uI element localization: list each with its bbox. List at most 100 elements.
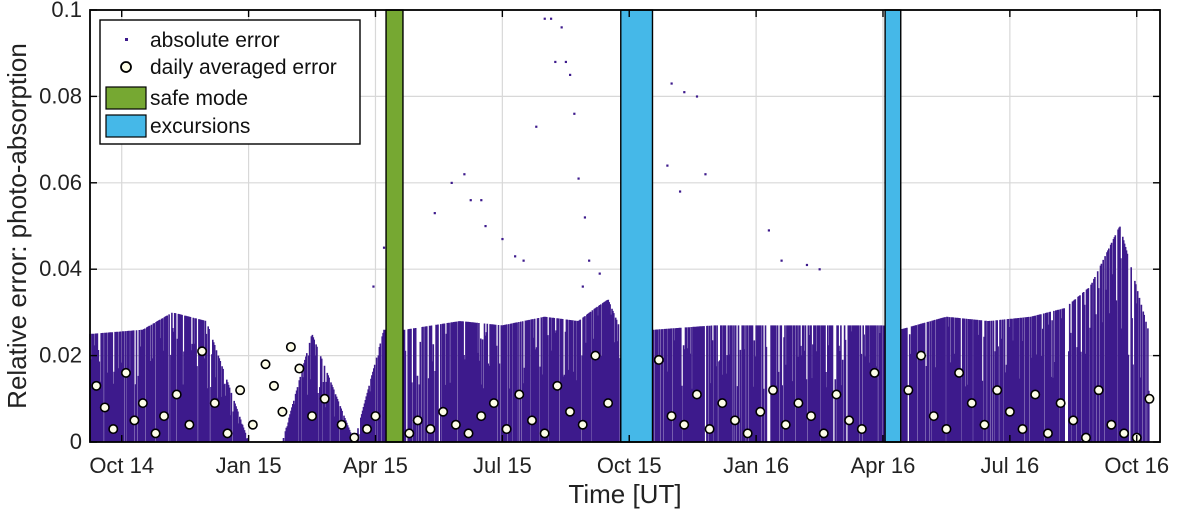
daily-averaged-error-point — [235, 385, 246, 396]
y-tick-label: 0.1 — [51, 0, 82, 22]
legend-label-safe-mode: safe mode — [150, 87, 248, 110]
absolute-error-outlier — [535, 125, 538, 128]
excursions-region-1 — [620, 9, 654, 443]
absolute-error-outlier — [577, 177, 580, 180]
daily-averaged-error-point — [247, 419, 258, 430]
daily-averaged-error-point — [91, 380, 102, 391]
daily-averaged-error-point — [780, 419, 791, 430]
absolute-error-outlier — [372, 285, 375, 288]
daily-averaged-error-point — [150, 428, 161, 439]
daily-averaged-error-point — [552, 380, 563, 391]
axis-ticks: Oct 14 Jan 15 Apr 15 Jul 15 Oct 15 Jan 16 Apr … — [39, 0, 1169, 478]
daily-averaged-error-point — [108, 424, 119, 435]
daily-averaged-error-point — [954, 367, 965, 378]
absolute-error-outlier — [549, 17, 553, 20]
absolute-error-outlier — [670, 82, 673, 85]
daily-averaged-error-point — [349, 432, 360, 443]
daily-averaged-error-point — [319, 393, 330, 404]
absolute-error-outlier — [598, 272, 601, 275]
y-tick-label: 0.08 — [39, 83, 82, 108]
daily-averaged-error-point — [184, 419, 195, 430]
x-tick-label: Apr 15 — [343, 453, 408, 478]
daily-averaged-error-point — [476, 411, 487, 422]
daily-averaged-error-point — [603, 398, 614, 409]
daily-averaged-error-point — [307, 411, 318, 422]
legend-marker-absolute-error — [125, 38, 128, 41]
x-tick-label: Oct 16 — [1104, 453, 1169, 478]
y-tick-label: 0.02 — [39, 343, 82, 368]
daily-averaged-error-point — [425, 424, 436, 435]
safe-mode-region — [385, 9, 404, 443]
daily-averaged-error-point — [768, 385, 779, 396]
absolute-error-outliers — [372, 17, 821, 288]
absolute-error-outlier — [588, 259, 591, 262]
daily-averaged-error-point — [717, 398, 728, 409]
daily-averaged-error-point — [729, 415, 740, 426]
absolute-error-outlier — [450, 181, 453, 184]
daily-averaged-error-point — [260, 359, 271, 370]
x-tick-label: Oct 15 — [597, 453, 662, 478]
legend-label-absolute-error: absolute error — [150, 29, 280, 52]
x-axis-title: Time [UT] — [568, 479, 681, 509]
y-tick-label: 0.06 — [39, 170, 82, 195]
legend-patch-excursions — [105, 114, 147, 138]
daily-averaged-error-point — [666, 411, 677, 422]
daily-averaged-error-point — [197, 346, 208, 357]
daily-averaged-error-point — [793, 398, 804, 409]
daily-averaged-error-point — [1004, 406, 1015, 417]
daily-averaged-error-point — [577, 419, 588, 430]
absolute-error-outlier — [484, 225, 487, 228]
daily-averaged-error-point — [1068, 415, 1079, 426]
daily-averaged-error-point — [979, 419, 990, 430]
daily-averaged-error-point — [928, 411, 939, 422]
daily-averaged-error-point — [285, 341, 296, 352]
daily-averaged-error-point — [514, 389, 525, 400]
daily-averaged-error-point — [1144, 393, 1155, 404]
x-tick-label: Jan 16 — [723, 453, 789, 478]
daily-averaged-error-point — [412, 415, 423, 426]
daily-averaged-error-point — [691, 389, 702, 400]
y-tick-label: 0.04 — [39, 256, 82, 281]
y-axis-title: Relative error: photo-absorption — [2, 43, 32, 409]
daily-averaged-error-point — [1030, 389, 1041, 400]
daily-averaged-error-point — [704, 424, 715, 435]
legend-marker-daily-averaged-error — [120, 61, 132, 73]
absolute-error-outlier — [501, 237, 504, 241]
absolute-error-outlier — [818, 268, 821, 271]
absolute-error-outlier — [805, 263, 809, 267]
legend-label-daily-averaged-error: daily averaged error — [150, 56, 337, 79]
daily-averaged-error-point — [831, 389, 842, 400]
legend-label-excursions: excursions — [150, 115, 250, 138]
shaded-regions — [385, 9, 902, 443]
x-tick-label: Jul 16 — [981, 453, 1040, 478]
daily-averaged-error-point — [171, 389, 182, 400]
daily-averaged-error-point — [590, 350, 601, 361]
daily-averaged-error-point — [294, 363, 305, 374]
daily-averaged-error-point — [450, 419, 461, 430]
daily-averaged-error-point — [370, 411, 381, 422]
absolute-error-outlier — [514, 255, 517, 258]
absolute-error-outlier — [780, 259, 783, 262]
daily-averaged-error-point — [137, 398, 148, 409]
daily-averaged-error-point — [362, 424, 373, 435]
x-tick-label: Apr 16 — [851, 453, 916, 478]
daily-averaged-error-point — [869, 367, 880, 378]
absolute-error-outlier — [569, 73, 572, 76]
absolute-error-outlier — [581, 285, 584, 288]
daily-averaged-error-point — [916, 350, 927, 361]
daily-averaged-error-point — [209, 398, 220, 409]
absolute-error-outlier — [554, 60, 557, 64]
x-tick-label: Oct 14 — [89, 453, 154, 478]
daily-averaged-error-point — [818, 428, 829, 439]
daily-averaged-error-point — [1055, 398, 1066, 409]
daily-averaged-error-point — [992, 385, 1003, 396]
absolute-error-outlier — [695, 95, 699, 98]
daily-averaged-error-point — [488, 398, 499, 409]
x-tick-label: Jul 15 — [473, 453, 532, 478]
absolute-error-outlier — [382, 246, 386, 249]
daily-averaged-error-point — [1093, 385, 1104, 396]
x-tick-label: Jan 15 — [216, 453, 282, 478]
daily-averaged-error-point — [844, 415, 855, 426]
daily-averaged-error-point — [336, 419, 347, 430]
absolute-error-outlier — [543, 17, 546, 20]
